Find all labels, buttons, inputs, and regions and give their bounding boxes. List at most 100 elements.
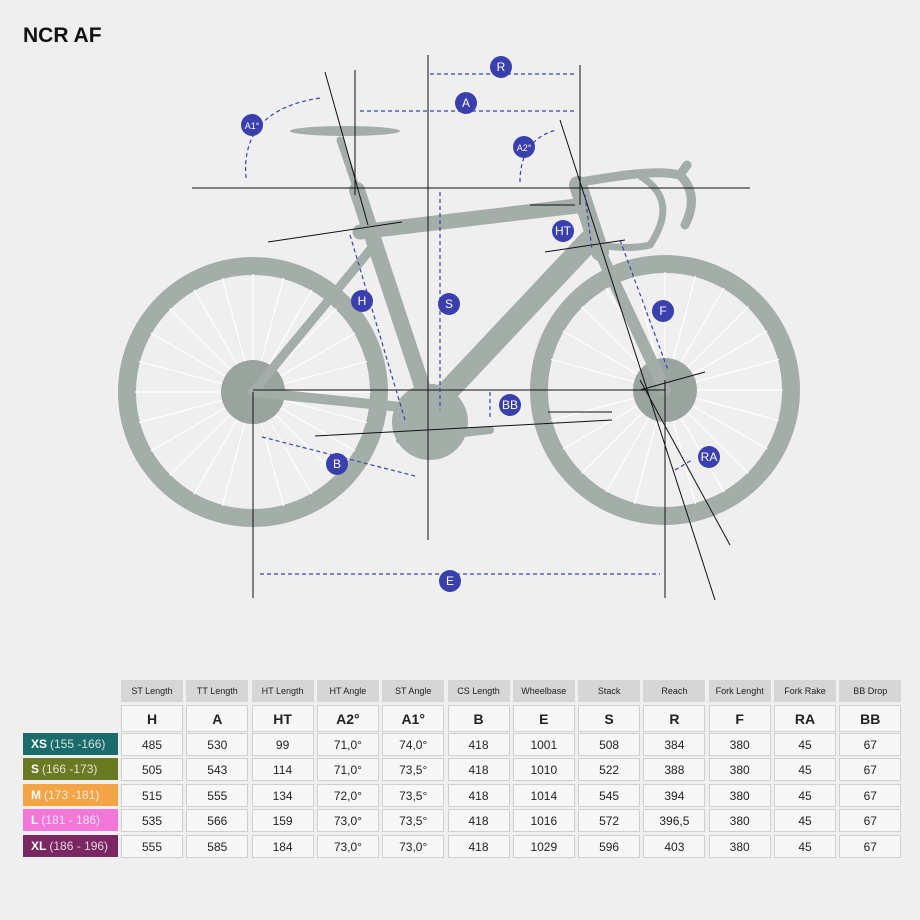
column-code: H <box>121 705 183 732</box>
table-value: 45 <box>774 835 836 858</box>
dimension-label: B <box>333 457 341 471</box>
column-header: Fork Rake <box>774 680 836 702</box>
table-value: 418 <box>447 784 510 807</box>
label-badge <box>241 114 263 136</box>
dimension-label: BB <box>502 398 518 412</box>
column-header: ST Angle <box>382 680 445 702</box>
column-header: Fork Lenght <box>708 680 771 702</box>
angle-arrow <box>244 97 321 179</box>
dimension-label: E <box>446 574 454 588</box>
chainring <box>392 384 468 460</box>
measure-line <box>639 379 731 546</box>
table-value: 555 <box>186 784 249 807</box>
table-value: 73,5° <box>382 784 445 807</box>
size: S <box>31 762 40 776</box>
dim-arrow <box>674 459 693 471</box>
table-value: 394 <box>643 784 706 807</box>
frame-tube <box>569 176 609 261</box>
table-value: 380 <box>708 784 771 807</box>
measure-line <box>267 221 403 243</box>
column-code: RA <box>774 705 836 732</box>
size-label: S (166 -173) <box>23 758 118 780</box>
table-value: 485 <box>121 733 183 756</box>
height-range: (181 - 186) <box>41 813 101 827</box>
table-value: 418 <box>447 835 510 858</box>
frame-tube <box>352 197 593 240</box>
table-value: 72,0° <box>316 784 379 807</box>
table-value: 545 <box>578 784 641 807</box>
table-value: 184 <box>251 835 314 858</box>
table-value: 418 <box>447 809 510 832</box>
dimension-label: A <box>462 96 470 110</box>
table-value: 380 <box>708 809 771 832</box>
frame-tube <box>594 246 671 396</box>
table-value: 74,0° <box>382 733 445 756</box>
table-value: 1001 <box>512 733 575 756</box>
table-value: 67 <box>839 784 902 807</box>
dimension-label: F <box>659 304 666 318</box>
column-code: S <box>578 705 641 732</box>
frame-tube <box>248 245 375 397</box>
table-value: 515 <box>121 784 183 807</box>
label-badge <box>552 220 574 242</box>
table-value: 73,0° <box>316 835 379 858</box>
table-value: 380 <box>708 733 771 756</box>
label-badge <box>455 92 477 114</box>
label-badge <box>351 290 373 312</box>
table-value: 505 <box>121 758 183 781</box>
table-value: 596 <box>578 835 641 858</box>
column-code: A1° <box>382 705 445 732</box>
column-header: HT Angle <box>316 680 379 702</box>
table-value: 67 <box>839 809 902 832</box>
column-code: B <box>447 705 510 732</box>
size-label: XL (186 - 196) <box>23 835 118 857</box>
table-value: 403 <box>643 835 706 858</box>
height-range: (186 - 196) <box>49 839 109 853</box>
measure-line <box>559 119 716 601</box>
measure-line <box>314 419 613 437</box>
column-code: A2° <box>316 705 379 732</box>
table-value: 543 <box>186 758 249 781</box>
size: XS <box>31 737 48 751</box>
size: L <box>31 813 39 827</box>
size: M <box>31 788 41 802</box>
table-value: 45 <box>774 784 836 807</box>
column-header: BB Drop <box>839 680 902 702</box>
measure-line <box>324 71 369 226</box>
column-code: HT <box>251 705 314 732</box>
height-range: (155 -166) <box>50 737 106 751</box>
column-code: R <box>643 705 706 732</box>
column-header: TT Length <box>186 680 249 702</box>
table-value: 45 <box>774 809 836 832</box>
dim-arrow <box>584 194 593 251</box>
column-code: A <box>186 705 249 732</box>
dimension-label: R <box>497 60 506 74</box>
table-value: 572 <box>578 809 641 832</box>
height-range: (166 -173) <box>42 762 98 776</box>
table-value: 1014 <box>512 784 575 807</box>
table-value: 388 <box>643 758 706 781</box>
height-range: (173 -181) <box>44 788 100 802</box>
drop <box>599 172 667 251</box>
table-value: 555 <box>121 835 183 858</box>
table-value: 396,5 <box>643 809 706 832</box>
size-label: XS (155 -166) <box>23 733 118 755</box>
dimension-label: RA <box>701 450 718 464</box>
table-value: 384 <box>643 733 706 756</box>
table-value: 380 <box>708 758 771 781</box>
label-badge <box>652 300 674 322</box>
table-value: 73,0° <box>316 809 379 832</box>
table-value: 418 <box>447 758 510 781</box>
table-value: 71,0° <box>316 758 379 781</box>
table-value: 134 <box>251 784 314 807</box>
table-value: 71,0° <box>316 733 379 756</box>
dim-arrow <box>619 239 669 371</box>
frame-tube <box>396 426 494 444</box>
label-badge <box>499 394 521 416</box>
label-badge <box>490 56 512 78</box>
size-label: L (181 - 186) <box>23 809 118 831</box>
column-header: Stack <box>578 680 641 702</box>
table-value: 114 <box>251 758 314 781</box>
